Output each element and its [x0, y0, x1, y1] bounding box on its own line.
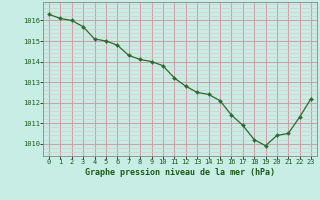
X-axis label: Graphe pression niveau de la mer (hPa): Graphe pression niveau de la mer (hPa) — [85, 168, 275, 177]
